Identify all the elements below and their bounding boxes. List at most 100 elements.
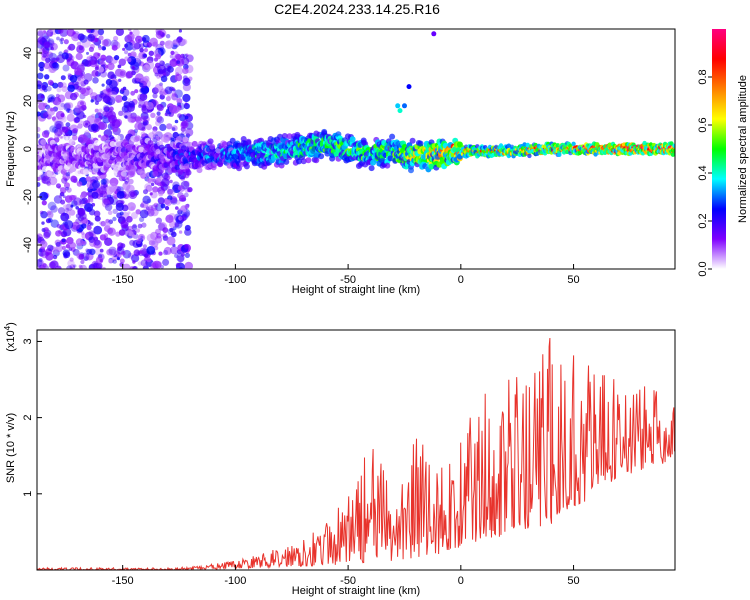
noise-speckle [98, 35, 104, 41]
noise-speckle [162, 249, 169, 256]
noise-speckle [117, 257, 120, 261]
noise-speckle [112, 259, 117, 264]
noise-speckle [127, 33, 135, 41]
noise-speckle [81, 240, 86, 245]
noise-speckle [130, 212, 138, 219]
noise-speckle [69, 75, 78, 83]
noise-speckle [129, 239, 136, 246]
noise-speckle [77, 33, 85, 41]
noise-speckle [66, 187, 72, 193]
x-tick-label: 0 [458, 274, 464, 286]
noise-speckle [78, 253, 85, 260]
noise-speckle [57, 207, 66, 215]
noise-speckle [178, 230, 183, 234]
colorbar-tick-label: 0.0 [697, 261, 709, 276]
noise-speckle [182, 83, 191, 92]
noise-speckle [169, 54, 174, 59]
noise-speckle [143, 48, 148, 53]
noise-speckle [54, 120, 64, 130]
noise-speckle [120, 221, 129, 229]
ridge-cell [417, 140, 424, 147]
noise-speckle [45, 31, 51, 37]
noise-speckle [68, 209, 76, 216]
noise-speckle [174, 187, 178, 191]
noise-speckle [50, 42, 58, 51]
noise-speckle [48, 176, 58, 186]
noise-speckle [168, 213, 177, 222]
noise-speckle [166, 123, 173, 130]
noise-speckle [105, 55, 113, 63]
ridge-cell [368, 165, 375, 172]
spectrogram-x-label: Height of straight line (km) [292, 284, 420, 296]
noise-speckle [174, 119, 179, 124]
noise-speckle [103, 198, 111, 206]
ridge-cell [283, 158, 290, 165]
noise-speckle [120, 243, 126, 249]
noise-speckle [114, 118, 123, 126]
noise-speckle [132, 223, 137, 229]
noise-speckle [78, 264, 82, 268]
noise-speckle [141, 104, 148, 111]
noise-speckle [98, 46, 102, 51]
noise-speckle [141, 222, 147, 228]
ridge-cell [135, 135, 141, 142]
noise-speckle [56, 87, 62, 93]
noise-speckle [43, 41, 51, 49]
noise-speckle [109, 177, 119, 187]
harmonic-streak [395, 103, 401, 109]
noise-speckle [37, 182, 41, 187]
noise-speckle [156, 30, 162, 36]
noise-speckle [101, 83, 105, 87]
noise-speckle [130, 112, 137, 119]
noise-speckle [82, 59, 89, 67]
noise-speckle [170, 50, 175, 56]
noise-speckle [163, 246, 172, 255]
ridge-cell [138, 146, 145, 153]
noise-speckle [74, 67, 83, 76]
noise-speckle [52, 249, 60, 257]
noise-speckle [174, 66, 184, 76]
noise-speckle [86, 86, 91, 91]
noise-speckle [140, 112, 149, 120]
noise-speckle [84, 130, 90, 136]
noise-speckle [100, 92, 107, 99]
noise-speckle [132, 260, 136, 264]
noise-speckle [108, 259, 113, 264]
ridge-cell [209, 143, 216, 150]
noise-speckle [46, 107, 55, 116]
noise-speckle [147, 177, 154, 184]
x-tick-label: 50 [567, 274, 579, 286]
noise-speckle [174, 222, 180, 228]
noise-speckle [52, 115, 60, 123]
noise-speckle [152, 93, 158, 99]
noise-speckle [148, 132, 156, 140]
ridge-cell [41, 166, 48, 173]
ridge-cell [114, 135, 121, 142]
noise-speckle [60, 103, 65, 108]
colorbar-label: Normalized spectral amplitude [737, 75, 749, 223]
noise-speckle [75, 52, 83, 61]
noise-speckle [150, 182, 155, 187]
noise-speckle [162, 227, 169, 234]
noise-speckle [37, 126, 41, 132]
noise-speckle [169, 58, 178, 67]
noise-speckle [149, 192, 153, 196]
noise-speckle [151, 177, 156, 182]
noise-speckle [156, 104, 164, 112]
noise-speckle [52, 254, 58, 260]
noise-speckle [155, 217, 162, 224]
noise-speckle [50, 96, 54, 100]
noise-speckle [108, 182, 118, 192]
noise-speckle [72, 128, 78, 134]
noise-speckle [148, 42, 152, 46]
noise-speckle [42, 53, 47, 58]
ridge-cell [183, 163, 190, 170]
noise-speckle [65, 244, 71, 249]
noise-speckle [71, 32, 80, 42]
noise-speckle [108, 248, 117, 257]
noise-speckle [117, 69, 127, 78]
noise-speckle [165, 34, 171, 39]
noise-speckle [137, 97, 142, 101]
noise-speckle [172, 181, 180, 189]
